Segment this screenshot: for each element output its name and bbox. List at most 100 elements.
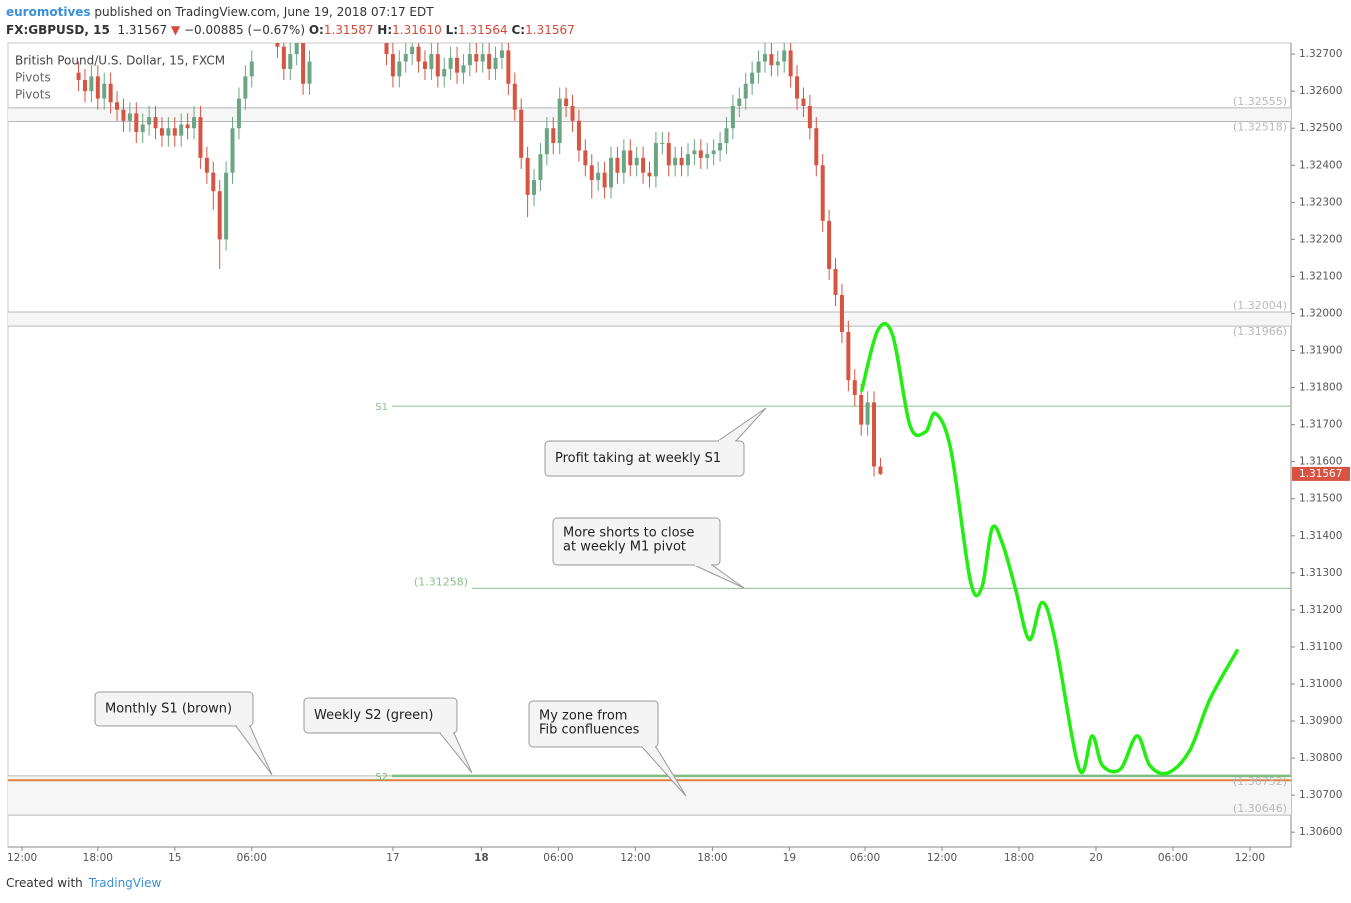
candle-body: [95, 76, 100, 99]
candle-body: [166, 128, 171, 136]
callout-text: More shorts to close: [563, 526, 694, 541]
candle-body: [557, 98, 562, 144]
candle-body: [224, 172, 229, 240]
callout-box: [303, 697, 458, 734]
candle-body: [519, 109, 524, 158]
candle-body: [307, 61, 312, 84]
candle-body: [172, 128, 177, 136]
candle-body: [609, 157, 614, 188]
candle-body: [679, 157, 684, 166]
candle-body: [801, 98, 806, 106]
candle-body: [782, 50, 787, 62]
candle-body: [653, 143, 658, 177]
candle-body: [846, 331, 851, 381]
weekly-label: S1: [375, 402, 388, 413]
y-tick-label: 1.31900: [1299, 345, 1342, 357]
candle-body: [301, 43, 306, 84]
x-tick-label: 06:00: [850, 852, 880, 864]
candle-body: [737, 98, 742, 106]
published: published on TradingView.com, June 19, 2…: [94, 5, 434, 19]
candle-body: [198, 117, 203, 158]
candle-body: [718, 143, 723, 151]
price-tag: [1292, 466, 1350, 481]
candle-body: [474, 54, 479, 62]
candle-body: [865, 402, 870, 425]
candle-body: [852, 380, 857, 395]
candle-body: [615, 157, 620, 173]
candle-body: [217, 191, 222, 240]
pivot-label: (1.31258): [414, 575, 468, 588]
y-tick-label: 1.31400: [1299, 530, 1342, 542]
callout-text: Profit taking at weekly S1: [555, 451, 721, 466]
x-tick-label: 17: [386, 852, 399, 864]
candle-body: [711, 150, 716, 155]
candle-body: [660, 143, 665, 145]
pivot-zone: [8, 107, 1291, 122]
candle-body: [512, 83, 517, 110]
callout-text: at weekly M1 pivot: [563, 540, 686, 555]
callout: Weekly S2 (green): [303, 697, 473, 774]
candle-body: [775, 61, 780, 66]
candle-body: [814, 128, 819, 166]
callout-box: [94, 691, 254, 727]
candle-body: [705, 154, 710, 158]
candle-body: [499, 50, 504, 58]
y-tick-label: 1.30600: [1299, 826, 1342, 838]
candle-body: [185, 124, 190, 129]
x-tick-label: 19: [783, 852, 796, 864]
callout: Profit taking at weekly S1: [544, 407, 767, 477]
y-tick-label: 1.32600: [1299, 85, 1342, 97]
x-tick-label: 20: [1089, 852, 1102, 864]
created-with: Created with: [6, 876, 83, 890]
ohlc-key: L:: [445, 23, 459, 37]
ohlc-value: 1.31564: [458, 23, 508, 37]
candle-body: [698, 150, 703, 158]
x-tick-label: 06:00: [543, 852, 573, 864]
candle-body: [211, 172, 216, 192]
brand[interactable]: TradingView: [88, 876, 162, 890]
candle-body: [461, 65, 466, 73]
candle-body: [442, 68, 447, 77]
x-tick-label: 18:00: [1004, 852, 1034, 864]
candle-body: [493, 57, 498, 69]
price-tag-label: 1.31567: [1299, 468, 1342, 480]
candle-body: [769, 54, 774, 66]
pivot-label: (1.32555): [1233, 95, 1287, 108]
y-tick-label: 1.32400: [1299, 159, 1342, 171]
candle-body: [872, 402, 877, 467]
candle-body: [743, 83, 748, 99]
x-tick-label: 18: [474, 852, 489, 864]
ohlc-key: C:: [511, 23, 526, 37]
candle-body: [429, 54, 434, 69]
chart: 1.32700 1.32600 1.32500 1.32400 1.32300 1.322…: [7, 42, 1350, 864]
pivot-zone: [8, 311, 1291, 327]
candle-body: [435, 54, 440, 77]
down-arrow: ▼: [170, 23, 181, 37]
callout-text: My zone from: [539, 709, 627, 724]
change: −0.00885 (−0.67%): [183, 23, 306, 37]
y-tick-label: 1.30800: [1299, 752, 1342, 764]
candle-body: [532, 180, 537, 195]
indicator: Pivots: [15, 88, 51, 102]
y-tick-label: 1.31500: [1299, 493, 1342, 505]
candle-body: [570, 105, 575, 121]
pivot-zone: [8, 775, 1291, 816]
candle-body: [762, 54, 767, 62]
pivot-label: (1.31966): [1233, 325, 1287, 338]
candle-body: [833, 269, 838, 295]
callout-joint: [441, 732, 453, 734]
candle-body: [397, 61, 402, 77]
publish-line: euromotives published on TradingView.com…: [6, 3, 575, 21]
candle-body: [795, 76, 800, 99]
weekly-label: S2: [375, 772, 388, 783]
y-tick-label: 1.30900: [1299, 715, 1342, 727]
y-tick-label: 1.30700: [1299, 789, 1342, 801]
candle-body: [294, 43, 299, 55]
candle-body: [108, 83, 113, 103]
candle-body: [153, 117, 158, 129]
y-tick-label: 1.32300: [1299, 196, 1342, 208]
ohlc-key: O:: [308, 23, 324, 37]
author[interactable]: euromotives: [6, 5, 91, 19]
candle-body: [288, 54, 293, 69]
callout-joint: [719, 440, 735, 442]
